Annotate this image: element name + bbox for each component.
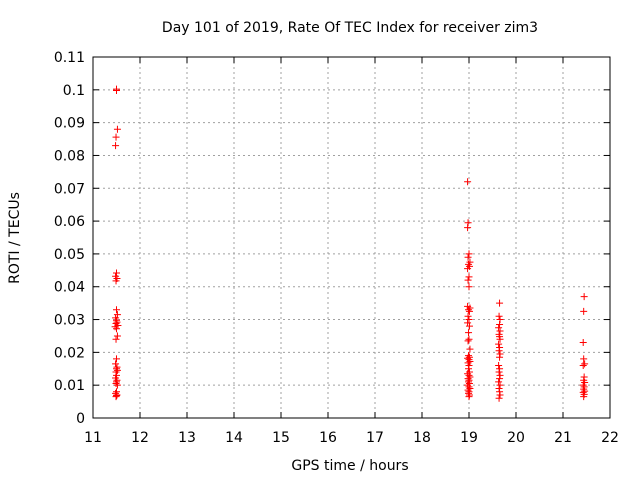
data-point [465, 273, 473, 281]
data-point [113, 325, 120, 333]
y-tick-label: 0.03 [54, 313, 85, 329]
data-point [496, 353, 504, 361]
data-point [580, 307, 588, 315]
data-point [464, 253, 472, 261]
data-point [580, 293, 588, 301]
data-point [465, 329, 473, 337]
data-point [496, 391, 504, 399]
x-tick-label: 11 [84, 430, 102, 446]
data-point [496, 320, 504, 328]
data-point [495, 312, 503, 320]
y-tick-label: 0.08 [54, 148, 85, 164]
data-point [112, 393, 120, 401]
y-tick-label: 0.05 [54, 247, 85, 263]
x-tick-label: 19 [460, 430, 478, 446]
data-point [496, 299, 504, 307]
data-point [495, 340, 503, 348]
y-axis-label: ROTI / TECUs [7, 192, 23, 284]
data-point [495, 361, 503, 369]
data-point [580, 355, 588, 363]
x-tick-label: 16 [319, 430, 337, 446]
y-tick-label: 0.06 [54, 214, 85, 230]
data-point [581, 360, 589, 368]
data-point [465, 306, 473, 314]
y-tick-label: 0.11 [54, 50, 85, 66]
data-point [464, 276, 472, 284]
data-point [113, 306, 120, 314]
data-point [495, 378, 503, 386]
data-point [464, 224, 472, 232]
data-point [113, 311, 121, 319]
y-tick-label: 0.04 [54, 280, 85, 296]
data-point [465, 283, 473, 291]
data-point [464, 312, 472, 320]
data-points [111, 85, 589, 402]
data-point [464, 337, 472, 345]
data-point [495, 368, 503, 376]
x-tick-label: 12 [131, 430, 149, 446]
x-tick-label: 13 [178, 430, 196, 446]
data-point [465, 307, 473, 315]
x-tick-labels: 11 12 13 14 15 16 17 18 19 20 21 22 [84, 430, 619, 446]
data-point [495, 347, 503, 355]
data-point [464, 319, 472, 327]
data-point [465, 393, 473, 401]
data-point [465, 335, 473, 343]
data-point [113, 381, 121, 389]
data-point [113, 355, 120, 363]
axis-ticks [92, 56, 611, 419]
plot-frame [92, 56, 611, 419]
data-point [465, 365, 473, 373]
data-point [579, 361, 587, 369]
data-point [112, 360, 120, 368]
data-point [465, 316, 473, 324]
data-point [580, 393, 588, 401]
data-point [466, 345, 474, 353]
y-tick-label: 0.07 [54, 181, 85, 197]
data-point [112, 142, 120, 150]
y-tick-label: 0.02 [54, 345, 85, 361]
y-tick-labels: 0 0.01 0.02 0.03 0.04 0.05 0.06 0.07 0.08 0.09 0.1… [54, 50, 85, 427]
data-point [112, 133, 120, 141]
y-tick-label: 0.1 [63, 83, 85, 99]
x-tick-label: 20 [507, 430, 525, 446]
data-point [112, 277, 120, 285]
x-tick-label: 17 [366, 430, 384, 446]
data-point [113, 332, 121, 340]
x-tick-label: 21 [554, 430, 572, 446]
data-point [579, 339, 587, 347]
data-point [465, 322, 473, 330]
data-point [464, 178, 472, 186]
grid-lines [93, 57, 610, 418]
data-point [113, 125, 121, 133]
data-point [496, 381, 504, 389]
x-tick-label: 14 [225, 430, 243, 446]
x-tick-label: 15 [272, 430, 290, 446]
y-tick-label: 0 [76, 411, 85, 427]
y-tick-label: 0.09 [54, 116, 85, 132]
x-tick-label: 22 [601, 430, 619, 446]
data-point [112, 380, 120, 388]
y-tick-label: 0.01 [54, 378, 85, 394]
x-axis-label: GPS time / hours [291, 458, 408, 474]
data-point [112, 335, 120, 343]
data-point [495, 324, 503, 332]
chart-title: Day 101 of 2019, Rate Of TEC Index for r… [162, 20, 538, 36]
data-point [465, 250, 473, 258]
data-point [496, 375, 504, 383]
data-point [113, 318, 121, 326]
data-point [496, 335, 504, 343]
data-point [495, 394, 503, 402]
data-point [464, 265, 472, 273]
x-tick-label: 18 [413, 430, 431, 446]
data-point [113, 366, 121, 374]
data-point [113, 86, 120, 94]
